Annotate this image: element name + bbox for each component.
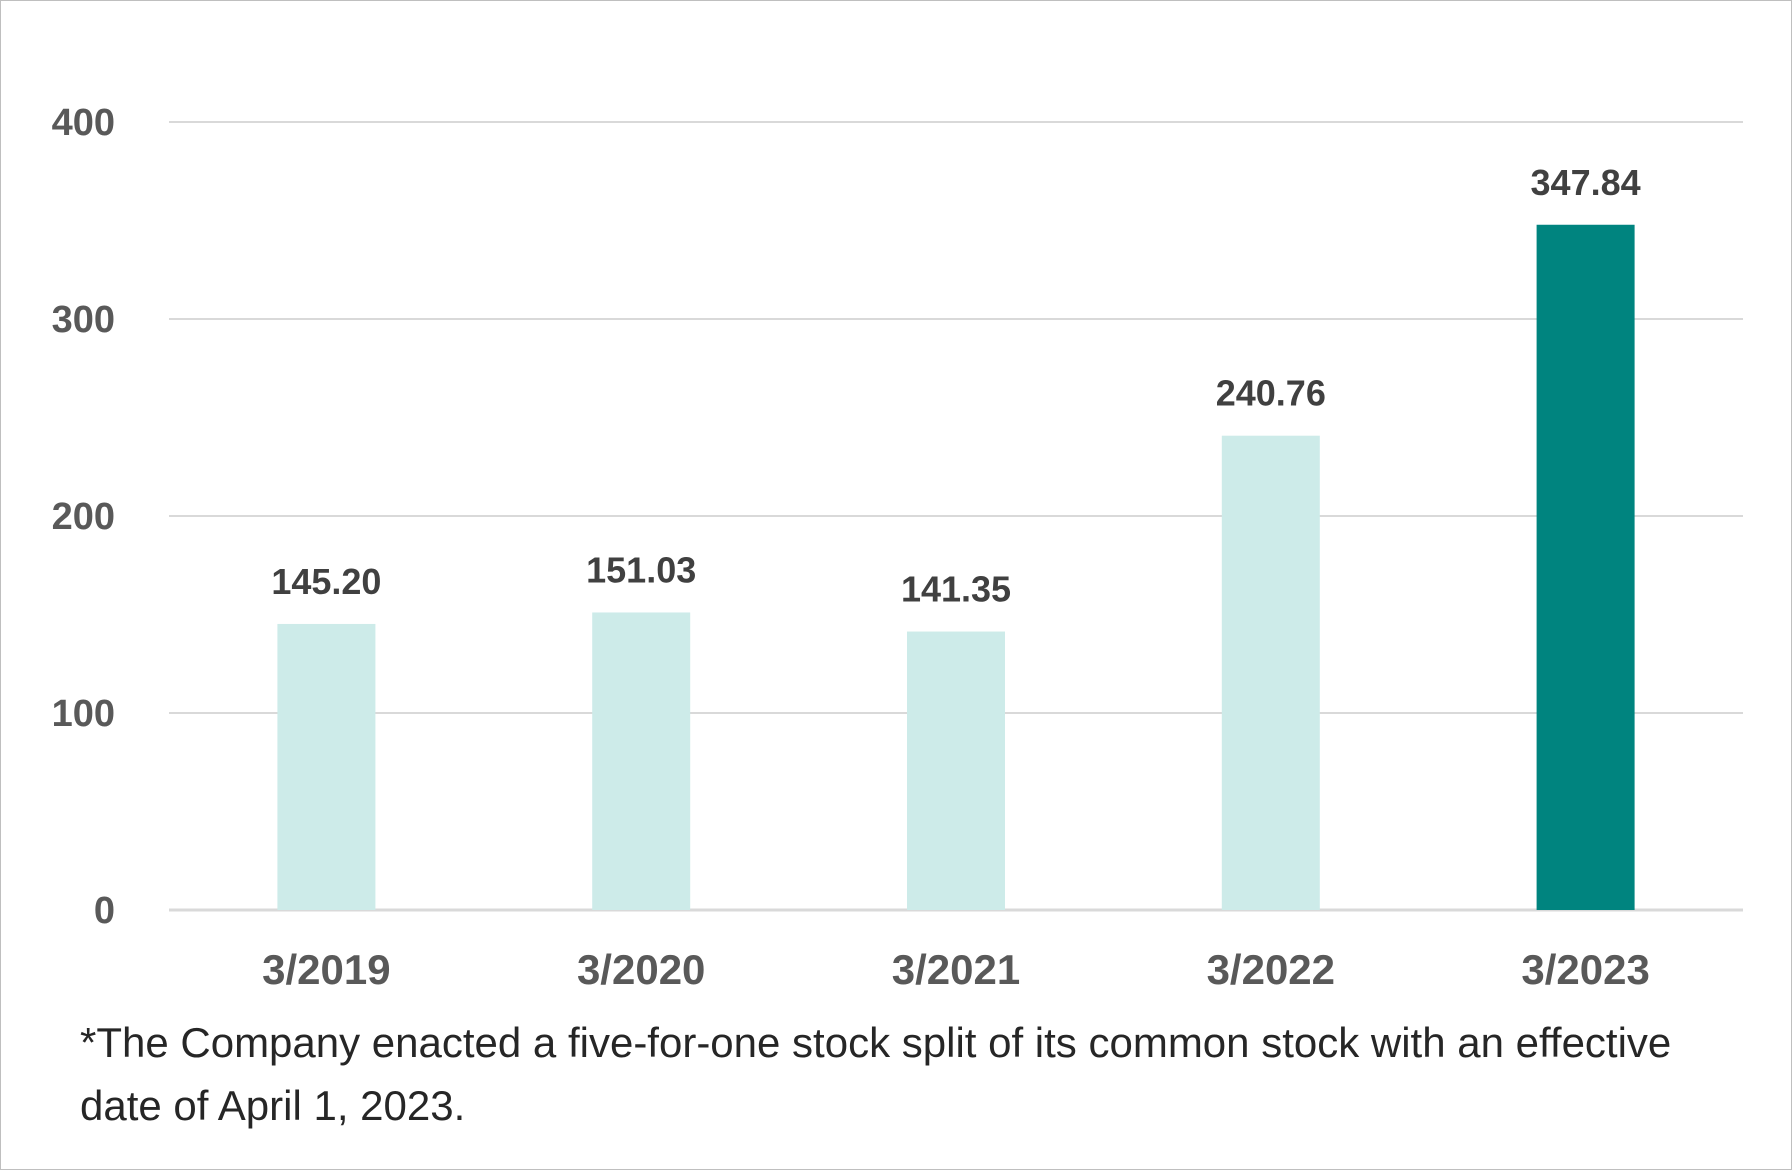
y-tick-label: 0	[94, 890, 115, 932]
data-label: 145.20	[271, 561, 381, 602]
x-tick-label: 3/2023	[1521, 946, 1649, 993]
x-tick-label: 3/2021	[892, 946, 1020, 993]
data-label: 151.03	[586, 549, 696, 590]
bar	[277, 623, 376, 910]
x-tick-label: 3/2019	[262, 946, 390, 993]
bar	[1221, 435, 1320, 910]
y-tick-label: 400	[52, 102, 115, 144]
bar-chart: 0 100 200 300 400 145.20 3/2019 151.03 3/2020 141…	[52, 102, 1743, 993]
bar	[1536, 224, 1635, 911]
data-label: 240.76	[1216, 373, 1326, 414]
x-tick-label: 3/2020	[577, 946, 705, 993]
data-label: 347.84	[1531, 162, 1641, 203]
y-tick-label: 100	[52, 693, 115, 735]
data-label: 141.35	[901, 569, 1011, 610]
x-tick-label: 3/2022	[1207, 946, 1335, 993]
bar	[907, 631, 1005, 910]
y-tick-label: 200	[52, 496, 115, 538]
footnote: *The Company enacted a five-for-one stoc…	[80, 1019, 1672, 1129]
y-tick-label: 300	[52, 299, 115, 341]
bar	[592, 612, 691, 910]
